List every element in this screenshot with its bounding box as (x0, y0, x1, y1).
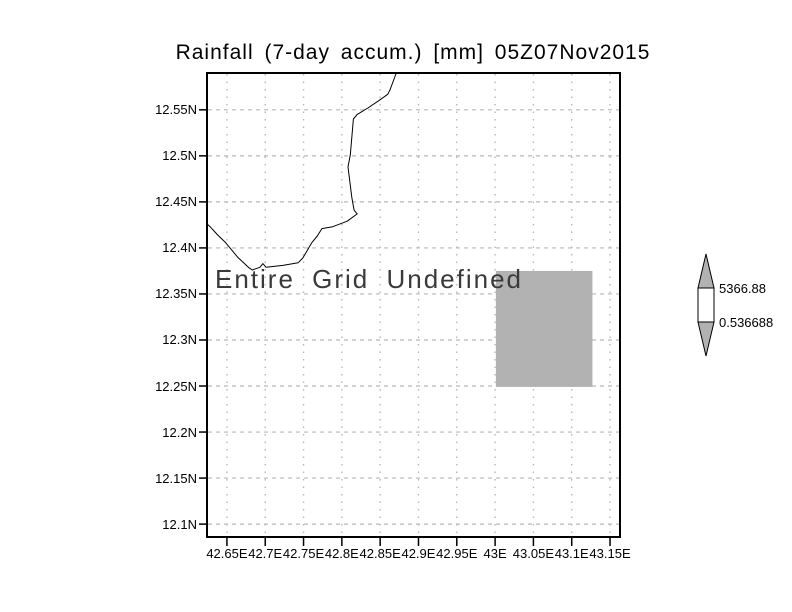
lat-tick-label: 12.25N (155, 378, 197, 394)
undefined-grid-message: Entire Grid Undefined (215, 264, 524, 294)
lat-tick-label: 12.1N (162, 516, 197, 532)
lon-tick-label: 42.85E (359, 546, 401, 561)
lon-tick-label: 42.95E (436, 546, 478, 561)
lon-tick-label: 42.8E (324, 546, 359, 561)
lon-tick-label: 42.65E (206, 546, 248, 561)
lon-tick-label: 43.15E (589, 546, 631, 561)
lat-tick-label: 12.5N (162, 148, 197, 164)
shaded-region (495, 270, 593, 387)
lat-tick-label: 12.55N (155, 102, 197, 118)
lat-tick-label: 12.4N (162, 240, 197, 256)
lat-tick-label: 12.45N (155, 194, 197, 210)
colorbar-max-label: 5366.88 (719, 281, 766, 296)
lon-tick-label: 42.75E (282, 546, 325, 561)
plot-title: Rainfall (7-day accum.) [mm] 05Z07Nov201… (175, 41, 651, 64)
lat-tick-label: 12.35N (155, 286, 197, 302)
map-frame (206, 72, 621, 538)
colorbar-up-triangle (697, 253, 715, 289)
lon-tick-label: 43.05E (512, 546, 555, 561)
colorbar-down-triangle (697, 321, 715, 357)
lat-tick-label: 12.3N (162, 332, 197, 348)
coastline-path (205, 72, 397, 271)
lat-tick-label: 12.2N (162, 424, 197, 440)
lat-tick-label: 12.15N (155, 470, 197, 486)
lon-tick-label: 42.7E (248, 546, 283, 561)
lon-tick-label: 43.1E (554, 546, 589, 561)
colorbar-min-label: 0.536688 (719, 315, 774, 330)
lon-tick-label: 43E (483, 546, 507, 561)
colorbar-box (697, 287, 715, 323)
lon-tick-label: 42.9E (401, 546, 436, 561)
